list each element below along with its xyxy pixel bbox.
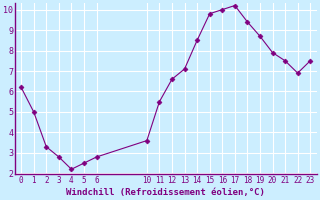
X-axis label: Windchill (Refroidissement éolien,°C): Windchill (Refroidissement éolien,°C) [66, 188, 265, 197]
